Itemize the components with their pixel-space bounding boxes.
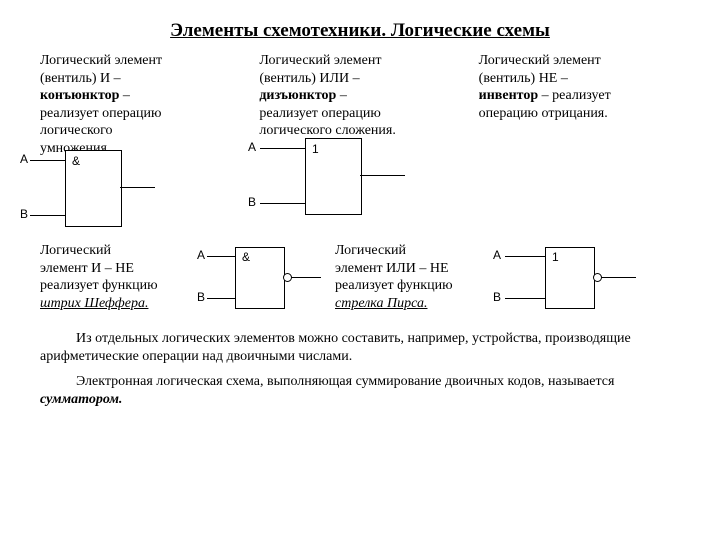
and-description: Логический элемент (вентиль) И – конъюнк… <box>40 52 241 157</box>
gate-symbol: & <box>242 250 250 264</box>
t: Электронная логическая схема, выполняюща… <box>76 374 614 389</box>
t: реализует операцию <box>40 106 161 121</box>
t: Логический <box>335 243 406 258</box>
input-a: A <box>197 248 205 262</box>
and-gate: & A B <box>20 145 180 240</box>
not-description: Логический элемент (вентиль) НЕ – инвент… <box>479 52 680 157</box>
wire <box>505 298 545 299</box>
gate-symbol: & <box>72 154 80 168</box>
t: реализует функцию <box>335 278 453 293</box>
t: (вентиль) ИЛИ – <box>259 71 359 86</box>
wire <box>207 298 235 299</box>
wire <box>30 160 65 161</box>
t: – реализует <box>538 88 611 103</box>
t: (вентиль) НЕ – <box>479 71 568 86</box>
t: Логический <box>40 243 111 258</box>
t: (вентиль) И – <box>40 71 121 86</box>
t: Из отдельных логических элементов можно … <box>40 331 631 364</box>
t: Логический элемент <box>259 53 381 68</box>
paragraph-2: Электронная логическая схема, выполняюща… <box>40 373 680 408</box>
wire <box>291 277 321 278</box>
wire <box>260 203 305 204</box>
t: Логический элемент <box>479 53 601 68</box>
gate-symbol: 1 <box>312 142 319 156</box>
wire <box>207 256 235 257</box>
t: сумматором. <box>40 392 122 407</box>
nor-gate: 1 A B <box>490 242 640 322</box>
wire <box>120 187 155 188</box>
wire <box>30 215 65 216</box>
t: Логический элемент <box>40 53 162 68</box>
t: элемент И – НЕ <box>40 261 134 276</box>
input-b: B <box>248 195 256 209</box>
row-2: Логический элемент И – НЕ реализует функ… <box>40 242 680 322</box>
wire <box>505 256 545 257</box>
t: элемент ИЛИ – НЕ <box>335 261 449 276</box>
t: стрелка Пирса. <box>335 296 427 311</box>
gate-symbol: 1 <box>552 250 559 264</box>
wire <box>260 148 305 149</box>
wire <box>360 175 405 176</box>
t: операцию отрицания. <box>479 106 608 121</box>
t: – <box>336 88 347 103</box>
paragraph-1: Из отдельных логических элементов можно … <box>40 330 680 365</box>
input-a: A <box>493 248 501 262</box>
input-b: B <box>493 290 501 304</box>
t: – <box>119 88 130 103</box>
input-b: B <box>20 207 28 221</box>
t: конъюнктор <box>40 88 119 103</box>
gates-row-1: & A B 1 A B <box>40 145 680 240</box>
t: дизъюнктор <box>259 88 336 103</box>
t: инвентор <box>479 88 538 103</box>
page-title: Элементы схемотехники. Логические схемы <box>40 20 680 42</box>
t: штрих Шеффера. <box>40 296 148 311</box>
input-b: B <box>197 290 205 304</box>
nor-description: Логический элемент ИЛИ – НЕ реализует фу… <box>335 242 480 322</box>
nand-description: Логический элемент И – НЕ реализует функ… <box>40 242 185 322</box>
t: реализует операцию <box>259 106 380 121</box>
nand-gate: & A B <box>195 242 325 322</box>
input-a: A <box>248 140 256 154</box>
t: реализует функцию <box>40 278 158 293</box>
wire <box>601 277 636 278</box>
or-gate: 1 A B <box>240 133 430 228</box>
input-a: A <box>20 152 28 166</box>
t: логического <box>40 123 113 138</box>
